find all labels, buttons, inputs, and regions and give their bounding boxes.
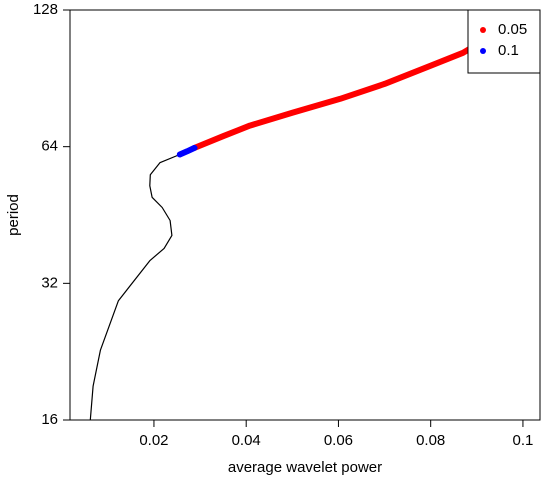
x-tick-label: 0.04: [232, 432, 261, 449]
plot-frame: [69, 9, 541, 421]
y-tick-label: 128: [33, 1, 58, 18]
x-tick-label: 0.02: [139, 432, 168, 449]
power-curve: [89, 153, 181, 420]
x-tick-label: 0.1: [513, 432, 534, 449]
y-tick-label: 32: [41, 274, 58, 291]
y-axis-label: period: [5, 194, 22, 236]
legend-label: 0.05: [498, 21, 527, 38]
plot-area: [89, 10, 523, 420]
x-tick-label: 0.06: [324, 432, 353, 449]
x-tick-label: 0.08: [416, 432, 445, 449]
legend-label: 0.1: [498, 42, 519, 59]
significant-segment: [176, 144, 198, 158]
y-tick-label: 16: [41, 411, 58, 428]
x-axis-label: average wavelet power: [228, 459, 382, 476]
legend-marker: [480, 48, 486, 54]
legend-marker: [480, 27, 486, 33]
y-tick-label: 64: [41, 138, 58, 155]
legend-box: [467, 9, 541, 74]
